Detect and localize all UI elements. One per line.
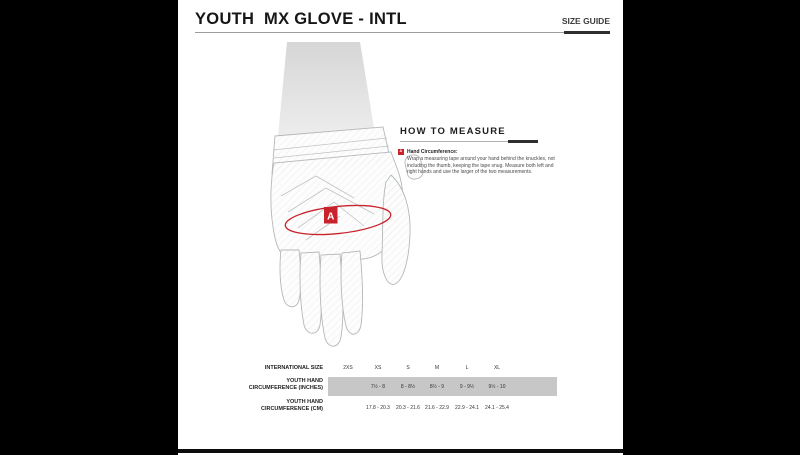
hand-circumference-ellipse xyxy=(284,204,392,236)
row-label: YOUTH HAND CIRCUMFERENCE (INCHES) xyxy=(228,378,323,391)
glove-hatching xyxy=(270,127,411,347)
measure-marker-a-box xyxy=(324,207,338,224)
measure-marker-a-label: A xyxy=(327,212,334,223)
hand-circumference-instructions: Wrap a measuring tape around your hand b… xyxy=(407,156,555,176)
row-label-line: INTERNATIONAL SIZE xyxy=(264,365,323,371)
size-cell: XL xyxy=(493,365,501,371)
wrist-tab xyxy=(404,154,424,180)
table-highlight-band xyxy=(328,377,557,396)
row-label: YOUTH HAND CIRCUMFERENCE (CM) xyxy=(228,399,323,412)
value-cell: 8½ - 9 xyxy=(429,384,445,390)
value-cell: 7½ - 8 xyxy=(370,384,386,390)
size-cell: 2XS xyxy=(343,365,353,371)
how-to-measure-heading: HOW TO MEASURE xyxy=(400,126,506,137)
size-guide-label: SIZE GUIDE xyxy=(561,16,610,26)
hand-circumference-marker-icon: A xyxy=(398,149,404,155)
row-label: INTERNATIONAL SIZE xyxy=(228,365,323,372)
glove-illustration: A xyxy=(270,42,424,347)
value-cell: 9½ - 10 xyxy=(488,384,506,390)
row-label-line: YOUTH HAND xyxy=(286,378,323,384)
size-guide-page: YOUTH MX GLOVE - INTL SIZE GUIDE xyxy=(178,0,623,455)
value-cell: 9 - 9½ xyxy=(459,384,475,390)
row-label-line: CIRCUMFERENCE (CM) xyxy=(260,405,323,412)
value-cell: 21.6 - 22.9 xyxy=(425,405,449,411)
size-cell: S xyxy=(406,365,410,371)
header-divider xyxy=(195,32,610,33)
value-cell: 20.3 - 21.6 xyxy=(396,405,420,411)
value-cell: 8 - 8½ xyxy=(400,384,416,390)
page-title: YOUTH MX GLOVE - INTL xyxy=(195,10,407,28)
hand-circumference-label: Hand Circumference: xyxy=(407,148,458,155)
size-cell: L xyxy=(465,365,469,371)
value-cell: 24.1 - 25.4 xyxy=(485,405,509,411)
row-label-line: YOUTH HAND xyxy=(286,399,323,405)
size-cell: M xyxy=(434,365,440,371)
value-cell: 17.8 - 20.3 xyxy=(366,405,390,411)
page-bottom-border xyxy=(178,449,623,453)
how-to-measure-divider-accent xyxy=(508,140,538,143)
size-guide-underline xyxy=(564,31,610,34)
size-cell: XS xyxy=(374,365,382,371)
value-cell: 22.9 - 24.1 xyxy=(455,405,479,411)
row-label-line: CIRCUMFERENCE (INCHES) xyxy=(248,384,323,391)
forearm-shape xyxy=(278,42,374,136)
how-to-measure-divider xyxy=(400,141,538,142)
